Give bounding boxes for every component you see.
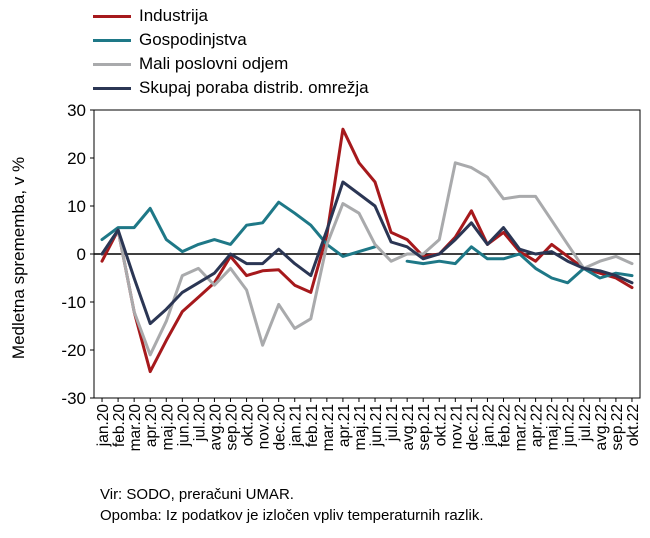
x-tick-label: mar.20 [127,404,144,452]
x-tick-label: okt.22 [625,404,642,446]
x-tick-label: maj.20 [159,404,176,451]
legend-label: Gospodinjstva [139,30,247,49]
x-tick-label: dec.21 [464,404,481,451]
footnote: Opomba: Iz podatkov je izločen vpliv tem… [100,507,484,524]
legend-label: Mali poslovni odjem [139,54,289,73]
y-tick-label: 0 [77,245,86,264]
source-note: Vir: SODO, preračuni UMAR. [100,486,294,503]
x-tick-label: apr.21 [336,404,353,447]
x-tick-label: maj.22 [545,404,562,451]
y-tick-label: 10 [67,197,86,216]
x-tick-label: okt.20 [240,404,257,447]
x-tick-label: jan.22 [480,404,497,447]
series-line-3 [100,161,634,357]
x-tick-label: maj.21 [352,404,369,451]
y-tick-label: 20 [67,149,86,168]
legend-swatch [93,15,131,18]
series-lines [100,127,634,374]
x-tick-label: avg.22 [593,404,610,451]
y-axis-label: Medletna sprememba, v % [9,157,28,359]
x-tick-label: jan.20 [95,404,112,448]
x-tick-label: mar.22 [513,404,530,451]
series-line-4 [100,180,634,326]
y-tick-label: -20 [61,341,86,360]
x-tick-label: sep.22 [609,404,626,451]
x-tick-label: apr.20 [143,404,160,447]
y-tick-label: -10 [61,293,86,312]
x-tick-label: jan.21 [288,404,305,447]
x-tick-label: nov.21 [448,404,465,449]
y-tick-label: -30 [61,389,86,408]
x-tick-label: jun.22 [561,404,578,447]
x-tick-label: feb.20 [111,404,128,447]
x-tick-label: avg.21 [400,404,417,451]
legend-swatch [93,63,131,66]
x-tick-label: avg.20 [207,404,224,451]
x-tick-label: jul.22 [577,404,594,442]
x-tick-label: dec.20 [272,404,289,451]
x-tick-label: apr.22 [529,404,546,447]
legend-swatch [93,39,131,42]
x-tick-label: feb.21 [304,404,321,447]
x-tick-label: sep.20 [224,404,241,451]
x-tick-label: jun.21 [368,404,385,447]
y-tick-label: 30 [67,101,86,120]
x-tick-label: jun.20 [175,404,192,448]
x-tick-labels: jan.20 feb.20 mar.20 apr.20 maj.20 jun.20 jul.… [95,398,642,451]
x-tick-label: sep.21 [416,404,433,451]
legend-swatch [93,87,131,90]
series-line-2 [100,200,634,285]
x-tick-label: feb.22 [497,404,514,447]
legend-label: Industrija [139,6,208,25]
legend-label: Skupaj poraba distrib. omrežja [139,78,369,97]
x-tick-label: jul.21 [384,404,401,442]
footer-notes: Vir: SODO, preračuni UMAR. Opomba: Iz po… [100,484,484,526]
y-tick-labels: -30 -20 -10 0 10 20 30 [61,101,94,408]
x-tick-label: okt.21 [432,404,449,446]
x-tick-label: mar.21 [320,404,337,451]
x-tick-label: nov.20 [256,404,273,450]
x-tick-label: jul.20 [191,404,208,442]
